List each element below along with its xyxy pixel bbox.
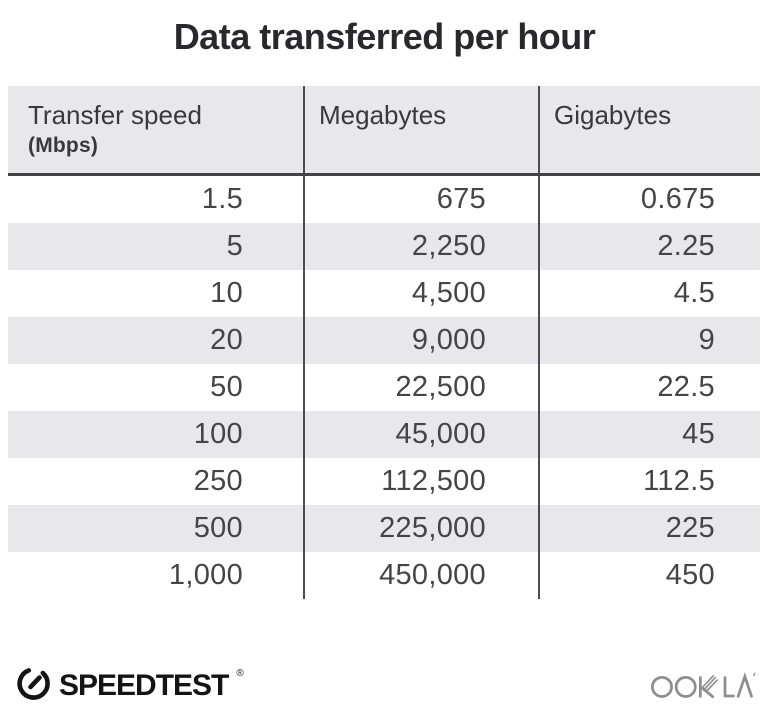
table-cell: 2.25 [538, 223, 760, 270]
table-cell: 112,500 [303, 458, 538, 505]
ookla-logo [651, 671, 757, 701]
column-header-label: Transfer speed [28, 100, 202, 130]
table-cell: 22,500 [303, 364, 538, 411]
column-header-megabytes: Megabytes [303, 86, 538, 173]
table-cell: 675 [303, 176, 538, 223]
table-cell: 9 [538, 317, 760, 364]
table-cell: 0.675 [538, 176, 760, 223]
table-header-row: Transfer speed (Mbps) Megabytes Gigabyte… [8, 86, 760, 176]
table-cell: 2,250 [303, 223, 538, 270]
table-cell: 45,000 [303, 411, 538, 458]
column-header-gigabytes: Gigabytes [538, 86, 760, 173]
table-cell: 45 [538, 411, 760, 458]
table-row: 250 112,500 112.5 [8, 458, 760, 505]
table-cell: 9,000 [303, 317, 538, 364]
table-body: 1.5 675 0.675 5 2,250 2.25 10 4,500 4.5 20 9,000 9 5… [8, 176, 760, 599]
table-cell: 22.5 [538, 364, 760, 411]
table-cell: 5 [226, 230, 243, 262]
table-cell: 100 [193, 418, 243, 450]
table-cell: 1,000 [168, 559, 243, 591]
table-cell: 225 [538, 505, 760, 552]
table-row: 20 9,000 9 [8, 317, 760, 364]
column-header-unit: (Mbps) [28, 134, 99, 157]
data-table: Transfer speed (Mbps) Megabytes Gigabyte… [8, 86, 760, 599]
page-title: Data transferred per hour [173, 16, 596, 57]
table-row: 50 22,500 22.5 [8, 364, 760, 411]
speedtest-logo: SPEEDTEST ® [15, 665, 244, 707]
table-cell: 225,000 [303, 505, 538, 552]
table-row: 500 225,000 225 [8, 505, 760, 552]
table-row: 5 2,250 2.25 [8, 223, 760, 270]
table-row: 100 45,000 45 [8, 411, 760, 458]
table-cell: 500 [193, 512, 243, 544]
table-cell: 4.5 [538, 270, 760, 317]
table-cell: 112.5 [538, 458, 760, 505]
table-cell: 50 [210, 371, 243, 403]
table-cell: 1.5 [201, 183, 243, 215]
footer: SPEEDTEST ® [0, 664, 769, 708]
column-header-label: Gigabytes [554, 100, 672, 130]
infographic: Data transferred per hour Transfer speed… [0, 16, 769, 714]
table-cell: 450 [538, 552, 760, 599]
registered-trademark-icon: ® [236, 668, 244, 679]
table-row: 10 4,500 4.5 [8, 270, 760, 317]
table-row: 1,000 450,000 450 [8, 552, 760, 599]
speedtest-wordmark: SPEEDTEST [59, 669, 229, 702]
table-cell: 250 [193, 465, 243, 497]
table-cell: 10 [210, 277, 243, 309]
table-cell: 450,000 [303, 552, 538, 599]
table-row: 1.5 675 0.675 [8, 176, 760, 223]
table-cell: 4,500 [303, 270, 538, 317]
speedtest-gauge-icon [15, 665, 52, 707]
table-cell: 20 [210, 324, 243, 356]
column-header-label: Megabytes [319, 100, 447, 130]
column-header-transfer-speed: Transfer speed (Mbps) [8, 86, 303, 173]
